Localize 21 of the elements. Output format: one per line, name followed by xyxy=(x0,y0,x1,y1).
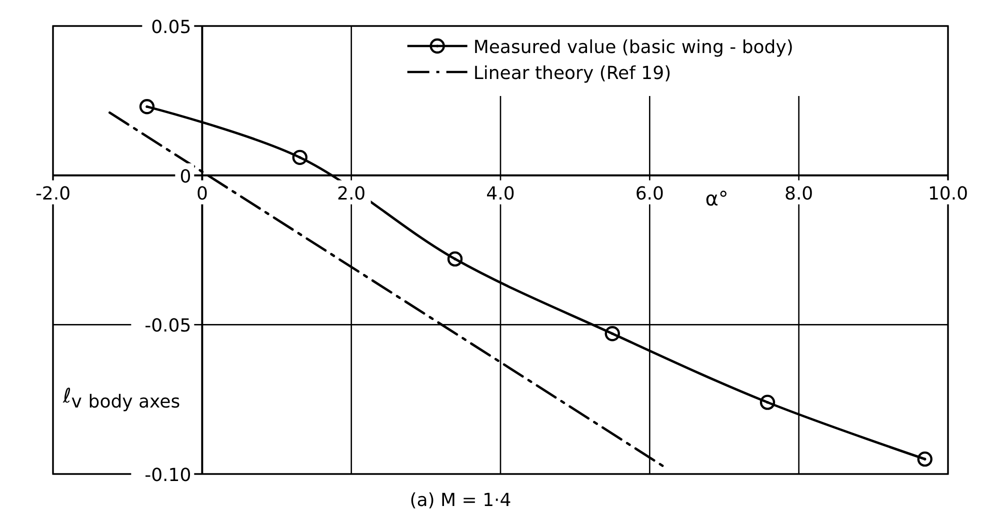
x-tick-label: 6.0 xyxy=(635,183,664,204)
x-tick-label: 2.0 xyxy=(337,183,366,204)
legend-label: Measured value (basic wing - body) xyxy=(473,37,794,58)
point xyxy=(760,394,776,410)
x-tick-label: 10.0 xyxy=(928,183,968,204)
y-tick-label: -0.05 xyxy=(144,316,192,337)
x-tick-label: -2.0 xyxy=(35,183,71,204)
x-tick-label: 4.0 xyxy=(486,183,515,204)
x-tick-label: 8.0 xyxy=(784,183,814,204)
point xyxy=(604,326,620,342)
point xyxy=(447,251,463,267)
point xyxy=(917,451,932,467)
text: (a) M = 1·4 xyxy=(410,490,512,511)
point xyxy=(139,99,155,114)
x-axis-title: α° xyxy=(705,186,728,210)
legend-label: Linear theory (Ref 19) xyxy=(473,63,672,84)
y-tick-label: 0.05 xyxy=(151,17,192,38)
x-tick-label: 0 xyxy=(196,183,208,204)
point xyxy=(292,150,308,166)
y-tick-label: -0.10 xyxy=(144,465,192,486)
y-tick-label: 0 xyxy=(180,166,192,188)
